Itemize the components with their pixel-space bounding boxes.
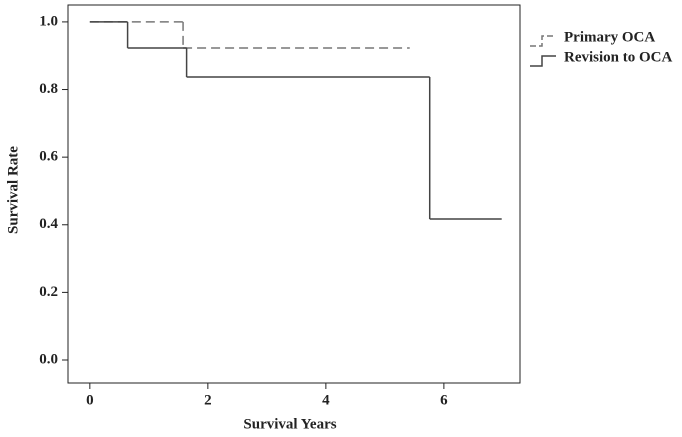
x-tick-label: 6 bbox=[440, 392, 448, 408]
y-tick-label: 0.6 bbox=[39, 149, 58, 165]
y-tick-label: 0.0 bbox=[39, 351, 58, 367]
y-tick-label: 0.8 bbox=[39, 81, 58, 97]
legend-icon bbox=[530, 55, 556, 67]
y-tick-label: 0.4 bbox=[39, 216, 58, 232]
y-tick-label: 0.2 bbox=[39, 284, 58, 300]
plot-frame bbox=[67, 4, 521, 384]
legend-label: Revision to OCA bbox=[564, 49, 673, 65]
x-tick-label: 0 bbox=[86, 392, 94, 408]
x-tick-label: 4 bbox=[322, 392, 330, 408]
y-tick-label: 1.0 bbox=[39, 13, 58, 29]
legend-icon bbox=[530, 35, 556, 47]
x-axis-title: Survival Years bbox=[243, 416, 336, 432]
y-axis-title: Survival Rate bbox=[5, 146, 21, 234]
x-tick-label: 2 bbox=[204, 392, 212, 408]
legend-label: Primary OCA bbox=[564, 29, 655, 45]
